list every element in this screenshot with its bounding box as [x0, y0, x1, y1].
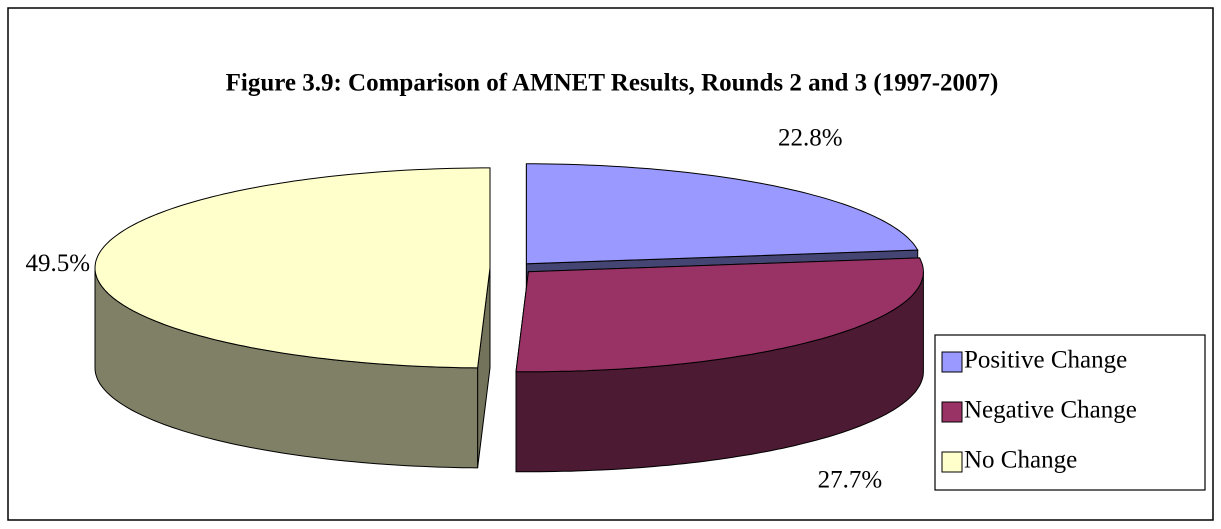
legend-swatch: [941, 451, 963, 473]
slice-top: [525, 163, 919, 265]
data-label: 49.5%: [26, 250, 91, 277]
slice: [94, 167, 491, 469]
legend-label: Negative Change: [964, 397, 1137, 424]
legend-swatch: [941, 401, 963, 423]
legend-box: [934, 334, 1206, 491]
chart-title: Figure 3.9: Comparison of AMNET Results,…: [226, 70, 999, 97]
legend-label: No Change: [964, 447, 1077, 474]
data-label: 22.8%: [778, 125, 843, 152]
slice-top: [515, 257, 924, 373]
slice-top: [94, 167, 491, 369]
legend-label: Positive Change: [964, 347, 1127, 374]
legend-swatch: [941, 351, 963, 373]
data-label: 27.7%: [818, 466, 883, 493]
slice: [515, 257, 924, 473]
